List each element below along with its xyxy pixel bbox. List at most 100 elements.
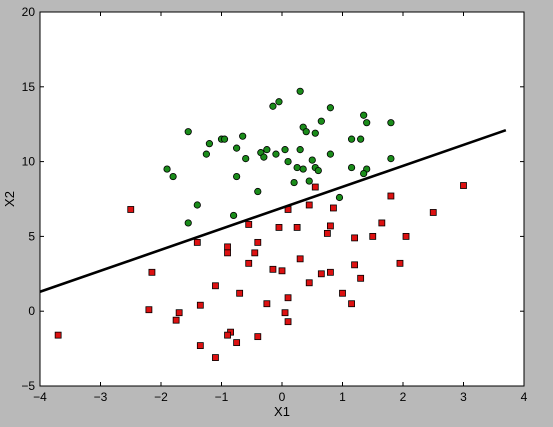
class-2-point xyxy=(224,331,231,339)
class-1-point xyxy=(272,150,280,158)
class-2-point xyxy=(172,316,180,324)
class-1-point xyxy=(269,102,277,110)
class-1-point xyxy=(284,158,292,166)
x-tick-label: −2 xyxy=(154,390,168,404)
class-2-point xyxy=(224,243,231,251)
class-2-point xyxy=(357,274,365,282)
class-2-point xyxy=(369,232,377,240)
class-1-point xyxy=(202,150,210,158)
class-1-point xyxy=(290,178,298,187)
class-2-point xyxy=(236,289,244,297)
class-2-point xyxy=(387,192,395,200)
class-1-point xyxy=(260,153,268,161)
class-2-point xyxy=(127,206,135,213)
series-layer xyxy=(54,87,467,361)
class-1-point xyxy=(387,119,395,127)
class-1-point xyxy=(302,128,310,136)
class-1-point xyxy=(163,165,171,173)
class-1-point xyxy=(308,156,316,164)
class-2-point xyxy=(251,249,259,257)
class-2-point xyxy=(330,204,337,212)
class-2-point xyxy=(323,230,331,237)
class-1-point xyxy=(335,193,344,202)
class-2-point xyxy=(402,232,410,240)
class-1-point xyxy=(299,165,307,173)
class-2-point xyxy=(233,339,241,347)
y-tick-label: 0 xyxy=(28,304,35,318)
class-1-point xyxy=(296,87,304,95)
decision-boundary-line xyxy=(39,128,507,293)
y-tick-label: −5 xyxy=(21,379,35,393)
class-2-point xyxy=(339,289,346,297)
class-1-point xyxy=(233,144,241,152)
plot-area xyxy=(40,12,524,386)
ticks-layer: −4 −3 −2 −1 0 1 2 3 4 −5 0 5 10 15 20 xyxy=(21,5,527,404)
class-1-point xyxy=(205,140,213,148)
class-2-point xyxy=(196,301,204,309)
class-2-point xyxy=(193,238,201,246)
class-1-point xyxy=(281,146,289,154)
y-tick-label: 5 xyxy=(28,229,35,243)
x-tick-label: 4 xyxy=(521,390,528,404)
class-1-point xyxy=(220,135,229,143)
y-tick-label: 15 xyxy=(22,80,36,94)
class-1-point xyxy=(305,177,313,185)
class-2-point xyxy=(284,318,292,326)
class-2-point xyxy=(245,221,253,228)
class-2-point xyxy=(145,306,153,314)
x-tick-label: 1 xyxy=(339,390,346,404)
class-2-point xyxy=(317,270,325,278)
x-tick-label: 2 xyxy=(400,390,407,404)
class-1-point xyxy=(347,163,356,172)
class-1-point xyxy=(311,129,319,137)
class-2-point xyxy=(396,259,404,267)
class-2-point xyxy=(281,309,289,317)
class-2-point xyxy=(175,309,183,317)
class-1-point xyxy=(360,111,368,119)
class-2-point xyxy=(351,234,359,242)
class-2-point xyxy=(54,331,62,339)
class-2-point xyxy=(284,294,292,302)
class-2-point xyxy=(296,255,304,263)
class-1-point xyxy=(230,211,238,220)
class-2-point xyxy=(278,267,286,275)
class-2-point xyxy=(311,183,319,191)
class-2-point xyxy=(275,224,283,231)
class-1-point xyxy=(242,155,250,163)
class-2-point xyxy=(212,282,219,290)
class-2-point xyxy=(212,354,219,361)
class-2-point xyxy=(254,238,262,246)
class-1-point xyxy=(184,219,192,227)
class-2-point xyxy=(348,300,355,308)
class-2-point xyxy=(351,261,359,269)
class-2-point xyxy=(460,182,467,189)
y-axis-label: X2 xyxy=(2,191,17,207)
class-1-point xyxy=(169,172,177,181)
class-2-point xyxy=(269,265,277,273)
class-2-point xyxy=(263,300,271,308)
class-2-point xyxy=(305,279,313,287)
class-1-point xyxy=(326,104,334,112)
y-tick-label: 10 xyxy=(22,155,36,169)
class-2-point xyxy=(148,268,156,276)
class-1-point xyxy=(239,132,247,140)
class-2-point xyxy=(326,268,334,276)
x-tick-label: −3 xyxy=(94,390,108,404)
class-1-point xyxy=(275,98,283,106)
class-1-point xyxy=(387,155,395,163)
class-1-point xyxy=(254,187,262,196)
x-tick-label: 3 xyxy=(460,390,467,404)
class-2-point xyxy=(224,249,231,257)
class-1-point xyxy=(326,150,334,158)
class-1-point xyxy=(296,146,304,154)
class-2-point xyxy=(245,259,253,267)
class-1-point xyxy=(317,117,325,125)
class-2-point xyxy=(196,342,204,350)
class-2-point xyxy=(326,222,334,230)
class-1-point xyxy=(263,146,271,154)
class-1-point xyxy=(184,128,192,136)
class-1-point xyxy=(347,135,356,143)
class-2-point xyxy=(378,219,386,227)
class-2-point xyxy=(429,209,437,216)
